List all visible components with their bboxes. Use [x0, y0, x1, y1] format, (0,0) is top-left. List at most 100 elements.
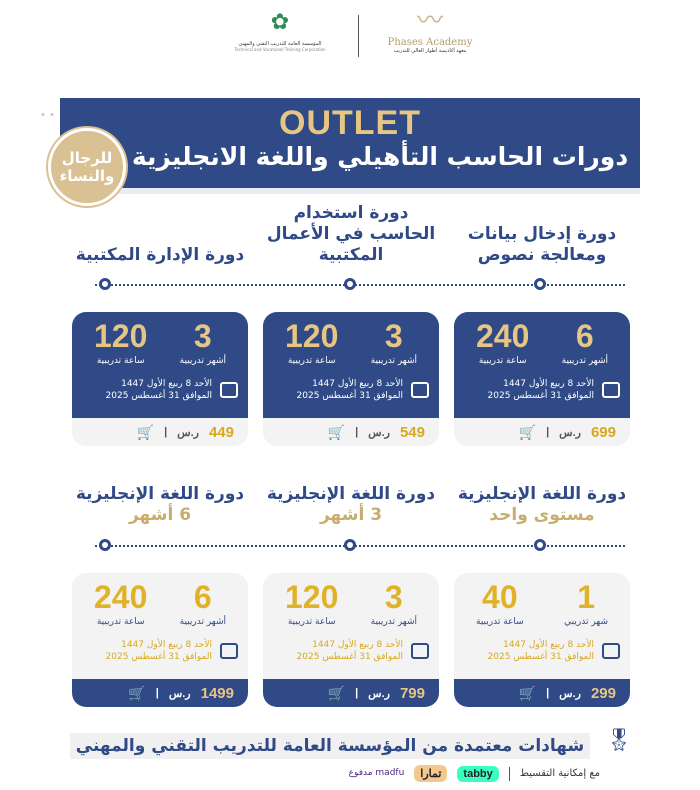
- tvtc-emblem-icon: ✿: [270, 10, 290, 35]
- cart-icon[interactable]: 🛒: [327, 423, 346, 440]
- course-title-highlight: 3 أشهر: [319, 505, 383, 525]
- course-card[interactable]: 3 أشهر تدريبية 120 ساعة تدريبية الأحد 8 رب…: [72, 312, 248, 446]
- course-title-col: دورة اللغة الإنجليزية مستوى واحد: [454, 456, 630, 526]
- timeline-1: [95, 284, 625, 286]
- duration-value: 6: [193, 579, 212, 615]
- hours-value: 120: [94, 318, 148, 354]
- start-date-hijri: الأحد 8 ربيع الأول 1447: [503, 379, 594, 389]
- hours-label: ساعة تدريبية: [96, 356, 145, 366]
- divider: |: [355, 687, 359, 699]
- cart-icon[interactable]: 🛒: [518, 423, 537, 440]
- calendar-icon: [411, 382, 429, 398]
- course-title: دورة استخدام الحاسب في الأعمال المكتبية: [266, 203, 436, 265]
- timeline-node: [344, 539, 356, 551]
- timeline-2: [95, 545, 625, 547]
- price: 549: [399, 423, 425, 441]
- price: 799: [399, 684, 425, 702]
- course-card[interactable]: 3 أشهر تدريبية 120 ساعة تدريبية الأحد 8 رب…: [263, 312, 439, 446]
- hours-value: 120: [285, 318, 339, 354]
- audience-badge: للرجال والنساء: [48, 128, 126, 206]
- duration-label: أشهر تدريبية: [370, 617, 417, 627]
- installment-text: مع إمكانية التقسيط: [519, 768, 600, 779]
- page-title: دورات الحاسب التأهيلي واللغة الانجليزية: [131, 142, 629, 171]
- riyal-icon: ر.س: [368, 426, 390, 439]
- hours-value: 40: [482, 579, 518, 615]
- start-date-hijri: الأحد 8 ربيع الأول 1447: [503, 640, 594, 650]
- banner-strip: [60, 188, 640, 194]
- cart-icon[interactable]: 🛒: [136, 423, 155, 440]
- hours-label: ساعة تدريبية: [96, 617, 145, 627]
- course-card[interactable]: 6 أشهر تدريبية 240 ساعة تدريبية الأحد 8 رب…: [72, 573, 248, 707]
- tvtc-name: المؤسسة العامة للتدريب التقني والمهني: [238, 41, 322, 47]
- start-date-gregorian: الموافق 31 أغسطس 2025: [105, 391, 212, 401]
- hours-label: ساعة تدريبية: [478, 356, 527, 366]
- price: 1499: [200, 684, 234, 702]
- start-date-gregorian: الموافق 31 أغسطس 2025: [105, 652, 212, 662]
- course-title-col: دورة الإدارة المكتبية: [72, 196, 248, 266]
- riyal-icon: ر.س: [559, 426, 581, 439]
- calendar-icon: [602, 643, 620, 659]
- hours-label: ساعة تدريبية: [287, 617, 336, 627]
- duration-label: أشهر تدريبية: [179, 617, 226, 627]
- course-card[interactable]: 6 أشهر تدريبية 240 ساعة تدريبية الأحد 8 رب…: [454, 312, 630, 446]
- start-date-hijri: الأحد 8 ربيع الأول 1447: [121, 640, 212, 650]
- course-title: دورة الإدارة المكتبية: [75, 245, 245, 265]
- tamara-logo: تمارا: [414, 765, 448, 782]
- course-title: دورة إدخال بيانات ومعالجة نصوص: [467, 224, 617, 265]
- divider: |: [546, 687, 550, 699]
- academy-logo: 〰 Phases Academy معهد أكاديمية أطوار الع…: [380, 5, 480, 54]
- cart-icon[interactable]: 🛒: [128, 684, 146, 701]
- riyal-icon: ر.س: [168, 687, 191, 700]
- hours-label: ساعة تدريبية: [476, 617, 524, 627]
- hours-label: ساعة تدريبية: [287, 356, 336, 366]
- course-title-col: دورة اللغة الإنجليزية 6 أشهر: [72, 456, 248, 526]
- timeline-node: [344, 278, 356, 290]
- outlet-title: OUTLET: [279, 104, 421, 142]
- start-date-gregorian: الموافق 31 أغسطس 2025: [487, 391, 594, 401]
- duration-value: 3: [193, 318, 212, 354]
- timeline-node: [99, 539, 111, 551]
- decorative-dots: • •: [40, 110, 55, 121]
- course-card[interactable]: 1 شهر تدريبي 40 ساعة تدريبية الأحد 8 ربيع …: [454, 573, 630, 707]
- course-title-col: دورة استخدام الحاسب في الأعمال المكتبية: [263, 196, 439, 266]
- riyal-icon: ر.س: [368, 687, 390, 700]
- start-date-gregorian: الموافق 31 أغسطس 2025: [487, 652, 594, 662]
- duration-label: أشهر تدريبية: [179, 356, 226, 366]
- logos-bar: ✿ المؤسسة العامة للتدريب التقني والمهني …: [0, 5, 700, 65]
- hours-value: 240: [476, 318, 530, 354]
- cart-icon[interactable]: 🛒: [518, 684, 537, 701]
- duration-label: أشهر تدريبية: [370, 356, 417, 366]
- divider: [508, 766, 510, 781]
- course-title-col: دورة اللغة الإنجليزية 3 أشهر: [263, 456, 439, 526]
- certificate-note: شهادات معتمدة من المؤسسة العامة للتدريب …: [70, 733, 590, 759]
- divider: |: [546, 426, 550, 438]
- calendar-icon: [220, 382, 238, 398]
- calendar-icon: [411, 643, 429, 659]
- title-banner: [60, 98, 640, 188]
- course-title: دورة اللغة الإنجليزية مستوى واحد: [457, 484, 627, 525]
- course-title-col: دورة إدخال بيانات ومعالجة نصوص: [454, 196, 630, 266]
- start-date-hijri: الأحد 8 ربيع الأول 1447: [312, 379, 403, 389]
- price: 699: [590, 423, 616, 441]
- hours-value: 120: [285, 579, 339, 615]
- academy-name: Phases Academy: [387, 37, 473, 48]
- price: 299: [590, 684, 616, 702]
- tvtc-logo: ✿ المؤسسة العامة للتدريب التقني والمهني …: [225, 5, 335, 52]
- course-title-highlight: 6 أشهر: [128, 505, 192, 525]
- start-date-gregorian: الموافق 31 أغسطس 2025: [296, 652, 403, 662]
- falcon-icon: 〰: [416, 6, 443, 36]
- timeline-node: [534, 539, 546, 551]
- course-card[interactable]: 3 أشهر تدريبية 120 ساعة تدريبية الأحد 8 رب…: [263, 573, 439, 707]
- tvtc-name-en: Technical and Vocational Training Corpor…: [234, 47, 326, 52]
- row2-titles: دورة اللغة الإنجليزية مستوى واحد دورة الل…: [70, 456, 630, 526]
- cart-icon[interactable]: 🛒: [327, 684, 346, 701]
- timeline-node: [99, 278, 111, 290]
- start-date-hijri: الأحد 8 ربيع الأول 1447: [312, 640, 403, 650]
- calendar-icon: [602, 382, 620, 398]
- course-title-highlight: مستوى واحد: [489, 505, 595, 525]
- riyal-icon: ر.س: [559, 687, 581, 700]
- academy-subtitle: معهد أكاديمية أطوار العالي للتدريب: [393, 48, 467, 54]
- calendar-icon: [220, 643, 238, 659]
- divider: |: [355, 426, 359, 438]
- duration-value: 1: [577, 579, 595, 615]
